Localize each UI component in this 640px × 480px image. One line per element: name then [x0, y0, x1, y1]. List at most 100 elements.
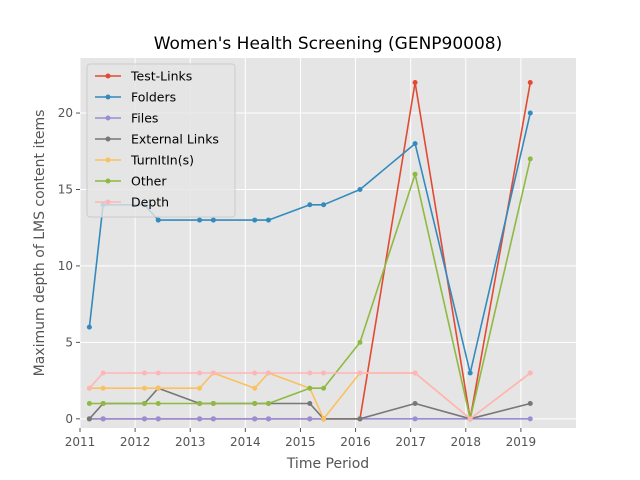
data-point: [527, 401, 533, 407]
legend-marker: [105, 115, 111, 121]
chart-title: Women's Health Screening (GENP90008): [154, 34, 503, 54]
data-point: [210, 416, 216, 422]
data-point: [100, 370, 106, 376]
x-tick-label: 2011: [65, 435, 96, 449]
legend-marker: [105, 157, 111, 163]
x-axis-ticks: 2011 2012 2013 2014 2015 2016 2017 2018 2019: [65, 428, 536, 449]
series-other: [86, 156, 533, 422]
data-point: [321, 416, 327, 422]
data-point: [527, 416, 533, 422]
data-point: [155, 401, 161, 407]
data-point: [155, 385, 161, 391]
data-point: [86, 385, 92, 391]
y-tick-label: 10: [58, 259, 73, 273]
data-point: [307, 401, 313, 407]
data-point: [252, 416, 258, 422]
data-point: [412, 171, 418, 177]
data-point: [307, 416, 313, 422]
data-point: [467, 416, 473, 422]
data-point: [141, 401, 147, 407]
data-point: [307, 202, 313, 208]
x-axis-label: Time Period: [286, 456, 369, 472]
series-depth: [86, 370, 533, 422]
legend-marker: [105, 199, 111, 205]
data-point: [155, 217, 161, 223]
legend-item: Folders: [95, 90, 176, 105]
y-tick-label: 15: [58, 182, 73, 196]
data-point: [357, 339, 363, 345]
data-point: [412, 79, 418, 85]
data-point: [412, 370, 418, 376]
data-point: [252, 401, 258, 407]
legend-label: Folders: [131, 90, 176, 105]
data-point: [412, 416, 418, 422]
data-point: [265, 370, 271, 376]
legend-item: Other: [95, 174, 167, 189]
x-tick-label: 2012: [120, 435, 151, 449]
x-tick-label: 2016: [340, 435, 371, 449]
data-point: [527, 79, 533, 85]
legend-label: TurnItIn(s): [130, 153, 194, 168]
data-point: [357, 186, 363, 192]
data-point: [210, 401, 216, 407]
legend-label: Depth: [131, 195, 169, 210]
legend-item: Test-Links: [95, 69, 192, 84]
data-point: [321, 385, 327, 391]
data-point: [210, 370, 216, 376]
data-point: [100, 385, 106, 391]
data-point: [197, 401, 203, 407]
legend-marker: [105, 178, 111, 184]
data-point: [100, 401, 106, 407]
x-tick-label: 2014: [230, 435, 261, 449]
legend-item: TurnItIn(s): [95, 153, 194, 168]
data-point: [141, 385, 147, 391]
data-point: [197, 416, 203, 422]
data-point: [86, 324, 92, 330]
data-point: [100, 416, 106, 422]
data-point: [252, 385, 258, 391]
data-point: [467, 370, 473, 376]
x-tick-label: 2019: [506, 435, 537, 449]
x-tick-label: 2013: [175, 435, 206, 449]
data-point: [527, 156, 533, 162]
x-tick-label: 2017: [395, 435, 426, 449]
data-point: [307, 370, 313, 376]
data-point: [141, 370, 147, 376]
y-tick-label: 20: [58, 106, 73, 120]
data-point: [252, 370, 258, 376]
legend-item: External Links: [95, 132, 219, 147]
legend-item: Files: [95, 111, 158, 126]
x-tick-label: 2015: [285, 435, 316, 449]
data-point: [155, 416, 161, 422]
legend-label: External Links: [131, 132, 219, 147]
data-point: [321, 370, 327, 376]
data-point: [210, 217, 216, 223]
legend-label: Files: [131, 111, 158, 126]
data-point: [86, 416, 92, 422]
data-point: [141, 416, 147, 422]
data-point: [412, 401, 418, 407]
x-tick-label: 2018: [451, 435, 482, 449]
data-point: [357, 370, 363, 376]
data-point: [321, 202, 327, 208]
data-point: [197, 385, 203, 391]
data-point: [307, 385, 313, 391]
data-point: [527, 110, 533, 116]
data-point: [252, 217, 258, 223]
legend-label: Other: [131, 174, 167, 189]
legend-marker: [105, 94, 111, 100]
data-point: [197, 217, 203, 223]
data-point: [197, 370, 203, 376]
data-point: [265, 217, 271, 223]
legend: Test-Links Folders Files External Links Turn…: [86, 63, 236, 218]
legend-marker: [105, 136, 111, 142]
data-point: [412, 141, 418, 147]
y-axis-label: Maximum depth of LMS content items: [32, 110, 48, 377]
data-point: [86, 401, 92, 407]
data-point: [527, 370, 533, 376]
y-tick-label: 5: [65, 335, 73, 349]
data-point: [265, 401, 271, 407]
legend-marker: [105, 73, 111, 79]
y-tick-label: 0: [65, 412, 73, 426]
